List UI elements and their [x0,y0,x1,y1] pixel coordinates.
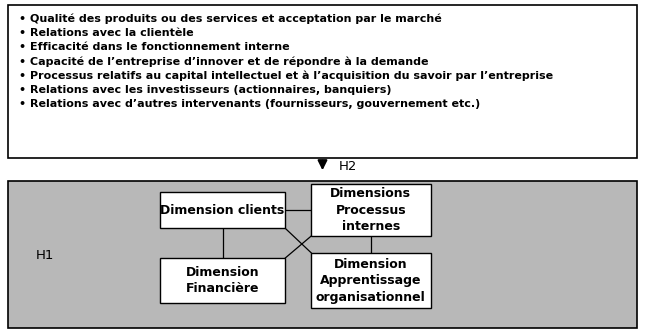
Text: • Qualité des produits ou des services et acceptation par le marché
• Relations : • Qualité des produits ou des services e… [19,13,553,110]
FancyBboxPatch shape [8,181,637,328]
Text: Dimension
Financière: Dimension Financière [186,266,259,295]
Text: H2: H2 [339,160,357,173]
Text: Dimensions
Processus
internes: Dimensions Processus internes [330,187,412,233]
FancyBboxPatch shape [159,258,285,303]
FancyBboxPatch shape [159,192,285,228]
Text: Dimension
Apprentissage
organisationnel: Dimension Apprentissage organisationnel [316,258,426,303]
FancyBboxPatch shape [311,253,431,308]
FancyBboxPatch shape [8,5,637,158]
Text: Dimension clients: Dimension clients [161,204,284,216]
FancyBboxPatch shape [311,184,431,236]
Text: H1: H1 [35,249,54,262]
